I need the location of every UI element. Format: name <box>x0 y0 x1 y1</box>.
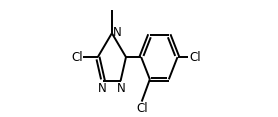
Text: Cl: Cl <box>136 102 148 115</box>
Text: N: N <box>117 82 125 95</box>
Text: N: N <box>113 26 122 39</box>
Text: Cl: Cl <box>190 51 201 64</box>
Text: Cl: Cl <box>71 51 83 64</box>
Text: N: N <box>98 82 107 95</box>
